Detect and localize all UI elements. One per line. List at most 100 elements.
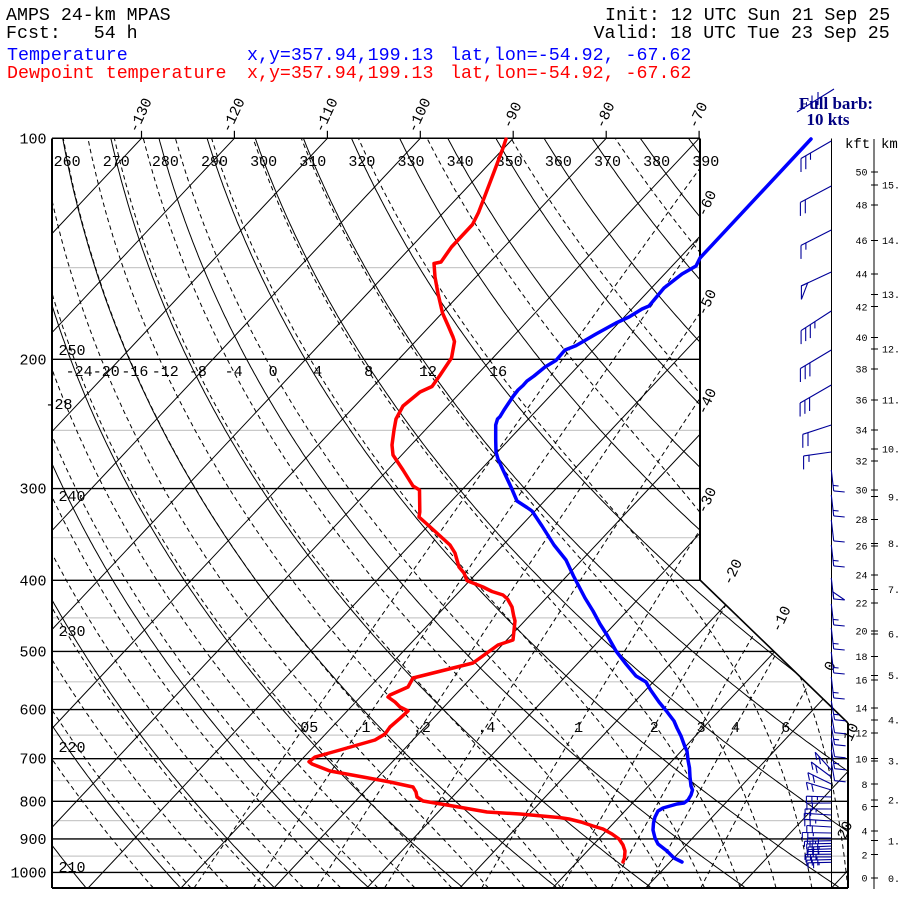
svg-text:32: 32: [855, 458, 867, 469]
svg-text:34: 34: [855, 427, 867, 438]
svg-text:5.: 5.: [882, 672, 900, 683]
svg-text:42: 42: [855, 303, 867, 314]
svg-text:220: 220: [58, 740, 85, 757]
svg-text:.05: .05: [291, 720, 318, 737]
svg-text:380: 380: [643, 154, 670, 171]
svg-text:8: 8: [364, 364, 373, 381]
svg-text:22: 22: [855, 600, 867, 611]
svg-text:4.: 4.: [882, 717, 900, 728]
svg-text:lat,lon=-54.92, -67.62: lat,lon=-54.92, -67.62: [450, 46, 691, 66]
svg-text:-4: -4: [225, 364, 243, 381]
svg-text:-28: -28: [45, 397, 72, 414]
svg-text:3: 3: [697, 720, 706, 737]
svg-text:310: 310: [299, 154, 326, 171]
svg-text:Init: 12 UTC Sun 21 Sep 25: Init: 12 UTC Sun 21 Sep 25: [605, 6, 890, 26]
svg-text:.1: .1: [352, 720, 370, 737]
svg-text:500: 500: [19, 644, 46, 661]
svg-text:9.: 9.: [882, 493, 900, 504]
svg-text:6.: 6.: [882, 631, 900, 642]
svg-text:280: 280: [152, 154, 179, 171]
svg-text:44: 44: [855, 270, 867, 281]
svg-text:15.: 15.: [882, 182, 900, 193]
svg-text:230: 230: [58, 624, 85, 641]
svg-text:20: 20: [855, 628, 867, 639]
svg-text:36: 36: [855, 397, 867, 408]
svg-text:2.: 2.: [882, 797, 900, 808]
svg-text:4: 4: [861, 828, 867, 839]
svg-text:16: 16: [855, 676, 867, 687]
svg-text:6: 6: [781, 720, 790, 737]
svg-text:700: 700: [19, 752, 46, 769]
svg-text:46: 46: [855, 237, 867, 248]
svg-text:330: 330: [397, 154, 424, 171]
svg-text:12: 12: [419, 364, 437, 381]
svg-text:-16: -16: [121, 364, 148, 381]
svg-text:AMPS 24-km MPAS: AMPS 24-km MPAS: [6, 6, 171, 26]
svg-text:18: 18: [855, 653, 867, 664]
svg-text:1.: 1.: [882, 837, 900, 848]
svg-text:2: 2: [861, 851, 867, 862]
svg-text:-12: -12: [152, 364, 179, 381]
svg-text:-8: -8: [189, 364, 207, 381]
svg-text:390: 390: [692, 154, 719, 171]
svg-text:28: 28: [855, 516, 867, 527]
svg-text:-20: -20: [93, 364, 120, 381]
svg-text:1: 1: [574, 720, 583, 737]
svg-text:8.: 8.: [882, 540, 900, 551]
svg-text:240: 240: [58, 489, 85, 506]
svg-text:10 kts: 10 kts: [807, 110, 850, 129]
svg-text:200: 200: [19, 352, 46, 369]
svg-text:0: 0: [861, 874, 867, 885]
svg-text:3.: 3.: [882, 758, 900, 769]
svg-text:100: 100: [19, 131, 46, 148]
svg-text:2: 2: [650, 720, 659, 737]
svg-text:6: 6: [861, 803, 867, 814]
svg-text:.2: .2: [413, 720, 431, 737]
svg-text:Dewpoint temperature: Dewpoint temperature: [7, 64, 226, 84]
svg-text:4: 4: [731, 720, 740, 737]
svg-text:24: 24: [855, 572, 867, 583]
svg-text:4: 4: [313, 364, 322, 381]
svg-text:1000: 1000: [10, 865, 46, 882]
svg-text:0.: 0.: [882, 875, 900, 886]
svg-text:30: 30: [855, 487, 867, 498]
svg-text:kft: kft: [845, 137, 870, 153]
svg-text:260: 260: [54, 154, 81, 171]
svg-text:-24: -24: [66, 364, 93, 381]
svg-text:400: 400: [19, 573, 46, 590]
svg-text:14: 14: [855, 704, 867, 715]
svg-text:900: 900: [19, 832, 46, 849]
svg-text:7.: 7.: [882, 586, 900, 597]
svg-text:26: 26: [855, 543, 867, 554]
svg-text:290: 290: [201, 154, 228, 171]
svg-text:lat,lon=-54.92, -67.62: lat,lon=-54.92, -67.62: [450, 64, 691, 84]
svg-text:x,y=357.94,199.13: x,y=357.94,199.13: [247, 64, 434, 84]
svg-text:360: 360: [545, 154, 572, 171]
svg-text:210: 210: [58, 860, 85, 877]
svg-text:Valid: 18 UTC Tue 23 Sep 25: Valid: 18 UTC Tue 23 Sep 25: [594, 24, 890, 44]
svg-text:10: 10: [840, 721, 863, 745]
svg-text:250: 250: [58, 343, 85, 360]
svg-text:.4: .4: [477, 720, 495, 737]
svg-text:0: 0: [269, 364, 278, 381]
svg-text:320: 320: [348, 154, 375, 171]
svg-text:12: 12: [855, 729, 867, 740]
svg-text:10: 10: [855, 755, 867, 766]
svg-text:14.: 14.: [882, 237, 900, 248]
svg-text:800: 800: [19, 794, 46, 811]
svg-text:38: 38: [855, 366, 867, 377]
svg-text:8: 8: [861, 781, 867, 792]
svg-text:370: 370: [594, 154, 621, 171]
svg-text:600: 600: [19, 703, 46, 720]
svg-text:11.: 11.: [882, 397, 900, 408]
svg-text:40: 40: [855, 334, 867, 345]
svg-text:340: 340: [447, 154, 474, 171]
svg-text:Fcst: 54 h: Fcst: 54 h: [6, 24, 138, 44]
svg-text:13.: 13.: [882, 291, 900, 302]
svg-text:20: 20: [834, 819, 857, 843]
svg-text:270: 270: [103, 154, 130, 171]
svg-text:12.: 12.: [882, 346, 900, 357]
svg-text:x,y=357.94,199.13: x,y=357.94,199.13: [247, 46, 434, 66]
svg-text:300: 300: [19, 482, 46, 499]
svg-text:10.: 10.: [882, 446, 900, 457]
